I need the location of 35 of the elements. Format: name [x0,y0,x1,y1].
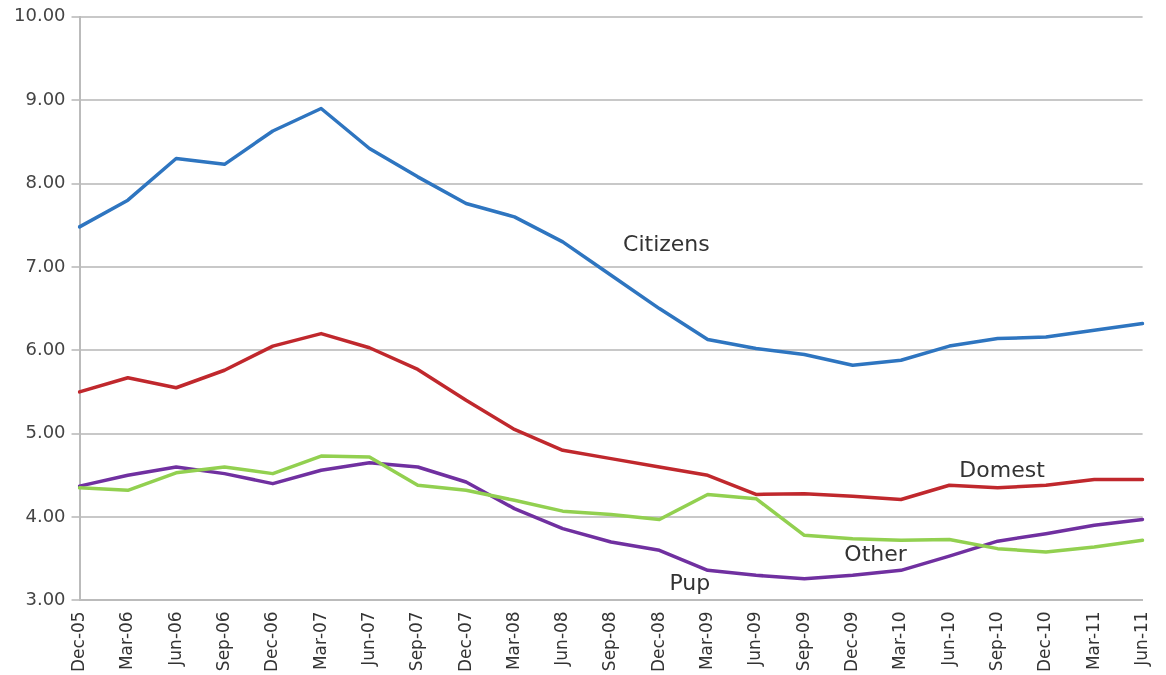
y-tick-label: 4.00 [25,504,66,526]
x-tick-label: Mar-07 [309,611,330,671]
x-tick-label: Dec-10 [1034,611,1055,673]
x-tick-label: Jun-09 [744,611,765,667]
x-tick-label: Sep-08 [599,611,620,672]
x-tick-label: Mar-09 [696,611,717,671]
x-tick-label: Mar-10 [889,611,910,671]
x-tick-label: Sep-07 [406,611,427,672]
series-label: Citizens [623,230,710,256]
series-label: Domest [959,457,1046,483]
x-tick-label: Dec-06 [261,611,282,673]
series-label: Pup [669,570,711,596]
y-tick-label: 8.00 [25,171,66,193]
x-tick-label: Jun-11 [1131,611,1152,667]
series-label: Other [844,541,908,567]
x-tick-label: Mar-11 [1082,611,1103,671]
y-tick-label: 7.00 [25,254,66,276]
y-tick-label: 5.00 [25,421,66,443]
x-tick-label: Jun-10 [937,611,958,667]
x-tick-label: Dec-07 [454,611,475,673]
x-tick-label: Dec-08 [647,611,668,673]
x-tick-label: Jun-07 [357,611,378,667]
y-tick-label: 3.00 [25,588,66,610]
x-tick-label: Dec-09 [841,611,862,673]
x-tick-label: Sep-10 [986,611,1007,672]
y-tick-label: 9.00 [25,87,66,109]
x-tick-label: Mar-06 [116,611,137,671]
x-tick-label: Jun-06 [164,611,185,667]
x-tick-label: Dec-05 [67,611,88,673]
x-tick-label: Mar-08 [502,611,523,671]
y-tick-label: 10.00 [14,4,66,26]
x-tick-label: Sep-06 [212,611,233,672]
x-tick-label: Jun-08 [551,611,572,667]
y-tick-label: 6.00 [25,337,66,359]
x-tick-label: Sep-09 [792,611,813,672]
